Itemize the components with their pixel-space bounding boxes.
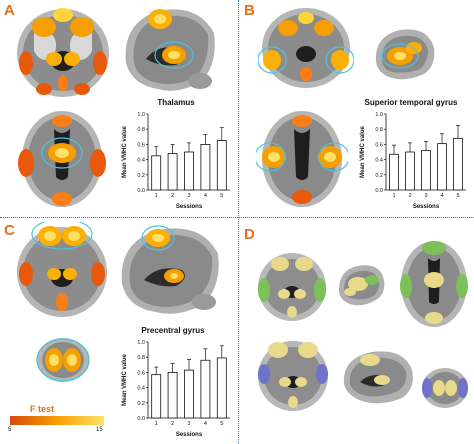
x-axis-label: Sessions bbox=[176, 432, 203, 438]
x-tick-label: 2 bbox=[171, 421, 174, 427]
x-tick-label: 5 bbox=[220, 421, 223, 427]
colorbar-title: F test bbox=[30, 404, 55, 414]
x-tick-label: 5 bbox=[456, 193, 459, 199]
x-tick-label: 1 bbox=[392, 193, 395, 199]
y-tick-label: 1.0 bbox=[137, 112, 145, 118]
y-axis-label: Mean VMHC value bbox=[360, 126, 366, 178]
y-tick-label: 0.0 bbox=[137, 416, 145, 422]
y-tick-label: 1.0 bbox=[137, 340, 145, 346]
bar-chart-precentral-gyrus: 0.0 0.2 0.4 0.6 0.8 1.0 1 2 3 4 5 Sessions Mean VMHC… bbox=[122, 340, 230, 438]
brain-coronal-b bbox=[258, 8, 354, 88]
x-tick-label: 4 bbox=[440, 193, 443, 199]
colorbar-min-label: 5 bbox=[8, 427, 12, 433]
x-tick-label: 2 bbox=[171, 193, 174, 199]
x-tick-label: 1 bbox=[155, 421, 158, 427]
y-tick-label: 0.8 bbox=[137, 127, 145, 133]
x-axis-label: Sessions bbox=[176, 204, 203, 210]
y-tick-label: 0.4 bbox=[137, 158, 145, 164]
bar bbox=[167, 153, 178, 191]
brain-axial-c bbox=[36, 338, 90, 382]
x-tick-label: 4 bbox=[204, 421, 207, 427]
brain-coronal-a bbox=[17, 8, 109, 97]
colorbar-gradient bbox=[10, 416, 104, 425]
x-tick-label: 1 bbox=[155, 193, 158, 199]
panel-label-d: D bbox=[244, 226, 255, 243]
brain-sagittal-a bbox=[125, 9, 215, 91]
panel-label-c: C bbox=[4, 222, 15, 239]
bar bbox=[151, 374, 162, 419]
chart-title-c: Precentral gyrus bbox=[141, 326, 205, 335]
y-tick-label: 0.8 bbox=[375, 127, 383, 133]
panel-label-a: A bbox=[4, 2, 15, 19]
x-tick-label: 4 bbox=[204, 193, 207, 199]
bar bbox=[437, 143, 447, 191]
chart-title-b: Superior temporal gyrus bbox=[364, 98, 458, 107]
bar-chart-thalamus: 0.0 0.2 0.4 0.6 0.8 1.0 1 2 3 4 5 Sessions Mean VMHC… bbox=[122, 112, 230, 210]
y-tick-label: 0.2 bbox=[137, 401, 145, 407]
brain-sagittal-b bbox=[375, 29, 435, 80]
colorbar-max-label: 15 bbox=[96, 427, 103, 433]
y-axis-label: Mean VMHC value bbox=[122, 126, 128, 178]
horizontal-divider bbox=[0, 217, 474, 218]
bar bbox=[200, 144, 211, 191]
panel-label-b: B bbox=[244, 2, 255, 19]
brain-coronal-d-bottom bbox=[258, 341, 328, 411]
y-tick-label: 0.0 bbox=[375, 188, 383, 194]
y-tick-label: 0.0 bbox=[137, 188, 145, 194]
bar bbox=[216, 140, 227, 191]
y-axis-label: Mean VMHC value bbox=[122, 354, 128, 406]
y-tick-label: 1.0 bbox=[375, 112, 383, 118]
y-tick-label: 0.2 bbox=[375, 173, 383, 179]
bar bbox=[216, 357, 227, 419]
y-tick-label: 0.6 bbox=[137, 142, 145, 148]
x-tick-label: 3 bbox=[424, 193, 427, 199]
x-tick-label: 3 bbox=[187, 421, 190, 427]
bar bbox=[151, 155, 162, 191]
y-tick-label: 0.8 bbox=[137, 355, 145, 361]
brain-sagittal-d-bottom bbox=[343, 351, 413, 404]
brain-axial-d-bottom bbox=[422, 368, 468, 408]
y-tick-label: 0.2 bbox=[137, 173, 145, 179]
bar bbox=[389, 153, 399, 191]
brain-axial-a bbox=[18, 111, 106, 207]
x-axis-label: Sessions bbox=[413, 204, 440, 210]
x-tick-label: 5 bbox=[220, 193, 223, 199]
y-tick-label: 0.4 bbox=[375, 158, 383, 164]
bar bbox=[184, 151, 194, 191]
x-tick-label: 2 bbox=[408, 193, 411, 199]
bar bbox=[184, 369, 194, 419]
chart-title-a: Thalamus bbox=[157, 98, 195, 107]
vertical-divider bbox=[238, 0, 239, 444]
brain-coronal-c bbox=[17, 222, 107, 317]
x-tick-label: 3 bbox=[187, 193, 190, 199]
bar bbox=[421, 150, 431, 191]
bar bbox=[405, 151, 415, 191]
brain-axial-b bbox=[256, 111, 348, 207]
bar-chart-superior-temporal-gyrus: 0.0 0.2 0.4 0.6 0.8 1.0 1 2 3 4 5 Sessions Mean VMHC… bbox=[360, 112, 466, 210]
bar bbox=[200, 359, 211, 419]
brain-axial-d-top bbox=[400, 241, 468, 327]
bar bbox=[167, 372, 178, 419]
y-tick-label: 0.4 bbox=[137, 386, 145, 392]
y-tick-label: 0.6 bbox=[375, 142, 383, 148]
y-tick-label: 0.6 bbox=[137, 370, 145, 376]
brain-sagittal-c bbox=[121, 225, 219, 314]
bar bbox=[453, 137, 463, 191]
brain-sagittal-d-top bbox=[338, 265, 385, 306]
brain-coronal-d-top bbox=[258, 253, 326, 321]
